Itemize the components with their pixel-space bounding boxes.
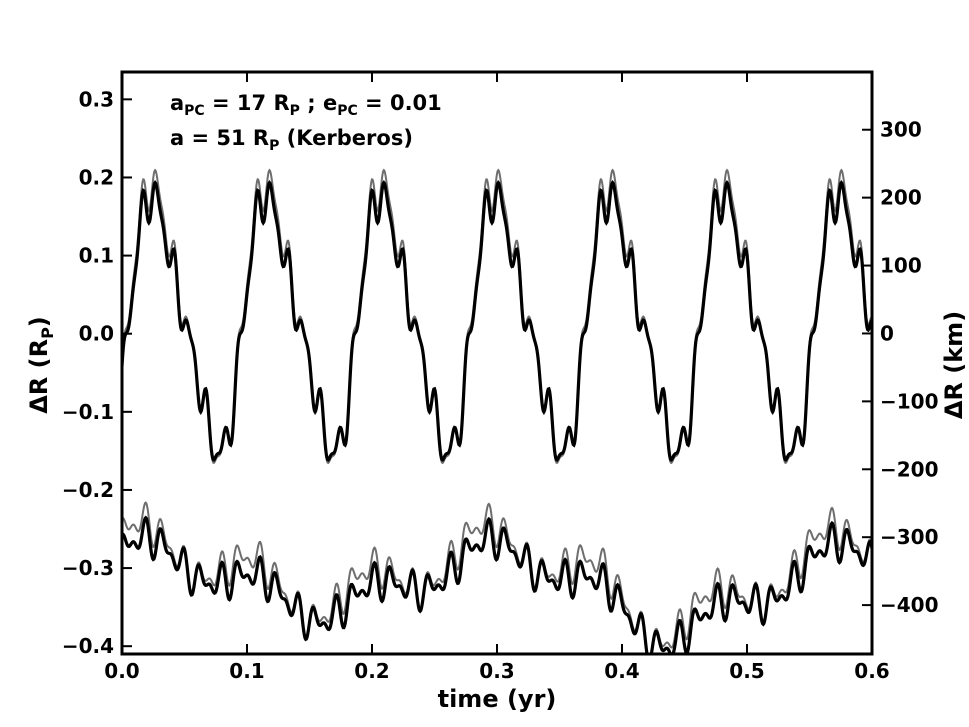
annotation-line-2: a = 51 RP (Kerberos) (170, 126, 413, 154)
annotation-line-1: aPC = 17 RP ; ePC = 0.01 (170, 91, 442, 119)
series-lower-thick (122, 515, 872, 654)
y-right-tick-label: −400 (880, 593, 939, 617)
y-axis-label-left: ΔR (RP) (25, 316, 57, 414)
y-left-tick-label: −0.3 (62, 556, 114, 580)
ticks-layer: 0.0 0.1 0.2 0.3 0.4 0.5 0.6 0.3 0.2 0.1 0.0 −0.1 −0.… (62, 72, 939, 683)
x-tick-label: 0.0 (104, 659, 139, 683)
y-left-tick-label: 0.0 (79, 322, 114, 346)
y-axis-label-right: ΔR (km) (940, 311, 968, 419)
y-left-tick-label: 0.2 (79, 165, 114, 189)
x-tick-label: 0.4 (604, 659, 639, 683)
x-tick-label: 0.3 (479, 659, 514, 683)
x-tick-label: 0.5 (729, 659, 764, 683)
y-right-tick-label: 0 (880, 321, 894, 345)
x-axis-label: time (yr) (438, 685, 557, 713)
y-left-tick-label: 0.3 (79, 87, 114, 111)
y-right-tick-label: −200 (880, 457, 939, 481)
x-tick-label: 0.6 (854, 659, 889, 683)
y-left-tick-label: 0.1 (79, 244, 114, 268)
x-tick-label: 0.2 (354, 659, 389, 683)
y-right-tick-label: −300 (880, 525, 939, 549)
y-right-tick-label: 100 (880, 254, 922, 278)
series-upper-thick (122, 179, 872, 462)
y-right-tick-label: 300 (880, 118, 922, 142)
y-right-tick-label: −100 (880, 389, 939, 413)
y-left-tick-label: −0.2 (62, 478, 114, 502)
y-left-tick-label: −0.1 (62, 400, 114, 424)
y-right-tick-label: 200 (880, 186, 922, 210)
y-left-tick-label: −0.4 (62, 634, 114, 658)
x-tick-label: 0.1 (229, 659, 264, 683)
series-layer (122, 168, 872, 654)
